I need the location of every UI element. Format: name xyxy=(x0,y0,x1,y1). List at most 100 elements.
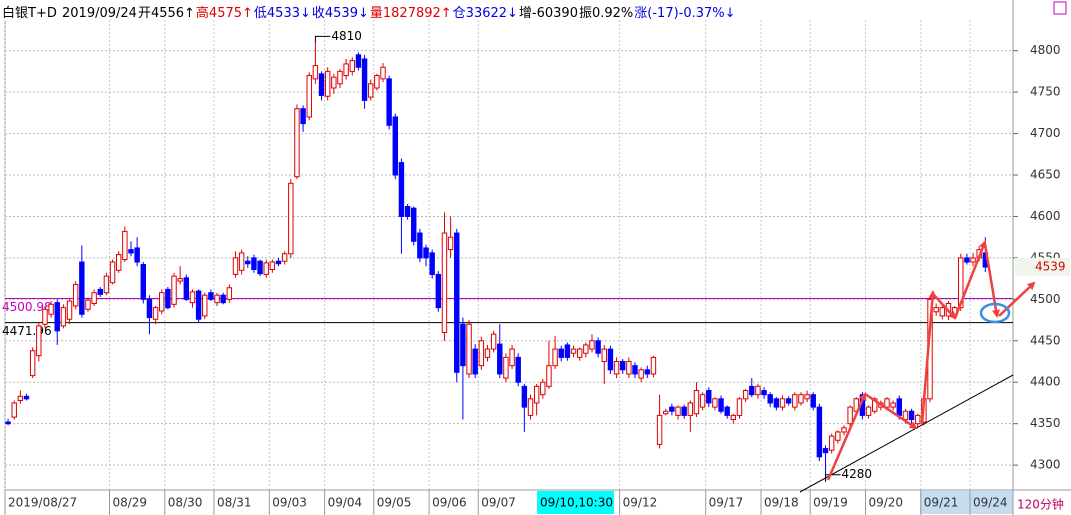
candle-body xyxy=(214,294,220,304)
candle-body xyxy=(718,398,724,412)
period-label: 120分钟 xyxy=(1017,497,1064,512)
y-tick-label: 4800 xyxy=(1030,43,1061,57)
candle-body xyxy=(5,421,11,425)
candle-body xyxy=(687,402,694,416)
candle-body xyxy=(42,308,48,325)
candle-body xyxy=(890,402,896,408)
candle-body xyxy=(245,260,251,265)
quote-field: 白银T+D xyxy=(2,6,57,21)
candle-body xyxy=(558,348,564,358)
candle-body xyxy=(540,381,546,396)
x-tick-label: 09/05 xyxy=(377,496,412,510)
candle-body xyxy=(675,406,681,416)
quote-field: 振0.92% xyxy=(578,6,634,21)
candle-body xyxy=(601,348,607,363)
candle-body xyxy=(589,340,595,350)
y-tick-label: 4650 xyxy=(1030,168,1061,182)
candle-body xyxy=(699,394,706,408)
x-tick-label: 2019/08/27 xyxy=(8,496,77,510)
candle-body xyxy=(66,300,73,320)
candle-body xyxy=(275,260,282,265)
candle-body xyxy=(324,70,331,97)
candle-body xyxy=(36,325,42,357)
y-tick-label: 4500 xyxy=(1030,292,1061,306)
x-tick-label: 09/04 xyxy=(328,496,363,510)
candle-body xyxy=(331,76,337,89)
quote-field: 仓33622↓ xyxy=(452,6,518,21)
candle-body xyxy=(626,361,632,375)
candle-body xyxy=(269,261,276,271)
candle-body xyxy=(97,288,103,295)
candle-body xyxy=(663,410,669,415)
candle-body xyxy=(386,78,392,126)
candle-body xyxy=(576,348,583,358)
candle-body xyxy=(238,252,245,271)
candle-body xyxy=(281,253,288,262)
quote-field: 低4533↓ xyxy=(253,6,311,21)
candle-body xyxy=(146,298,153,319)
candle-body xyxy=(355,54,362,68)
x-tick-label: 09/24 xyxy=(973,496,1008,510)
quote-field: 开4556↑ xyxy=(137,6,195,21)
price-line-label: 4471.96 xyxy=(2,324,52,338)
x-tick-label: 08/30 xyxy=(168,496,203,510)
trend-line xyxy=(799,374,1014,493)
candle-body xyxy=(521,385,528,408)
candle-body xyxy=(792,394,798,408)
candle-body xyxy=(152,307,159,320)
quote-field: 增-60390 xyxy=(518,6,578,21)
candle-body xyxy=(361,58,368,101)
x-tick-label: 09/07 xyxy=(481,496,516,510)
candle-body xyxy=(712,398,718,408)
candle-body xyxy=(785,398,792,404)
candle-body xyxy=(435,273,442,309)
candle-body xyxy=(220,294,226,304)
quote-field: 量1827892↑ xyxy=(369,6,452,21)
candle-body xyxy=(595,340,601,354)
selected-range xyxy=(920,491,1013,514)
candle-body xyxy=(564,344,571,358)
candle-body xyxy=(693,390,700,415)
candle-body xyxy=(128,249,134,254)
candle-body xyxy=(835,431,841,441)
candle-body xyxy=(208,292,214,300)
x-tick-label: 09/19 xyxy=(813,496,848,510)
x-tick-label: 09/17 xyxy=(709,496,744,510)
candle-body xyxy=(779,398,786,408)
drawn-arrow xyxy=(864,392,918,430)
candle-body xyxy=(380,66,386,80)
candle-body xyxy=(964,257,970,263)
settings-icon[interactable] xyxy=(1053,1,1067,15)
high-label: 4810 xyxy=(331,29,362,43)
candle-body xyxy=(970,257,976,263)
candle-body xyxy=(122,230,128,261)
candle-body xyxy=(263,262,269,275)
candle-body xyxy=(619,361,626,371)
candle-body xyxy=(607,348,614,371)
y-tick-label: 4350 xyxy=(1030,416,1061,430)
candle-body xyxy=(195,290,202,320)
high-leader xyxy=(314,35,331,43)
candle-body xyxy=(177,278,183,282)
x-tick-label: 08/31 xyxy=(217,496,252,510)
candle-body xyxy=(503,356,509,379)
x-tick-label: 09/06 xyxy=(432,496,467,510)
candle-body xyxy=(374,75,380,89)
candle-body xyxy=(822,448,829,454)
candle-body xyxy=(828,435,835,451)
candle-body xyxy=(915,414,921,425)
candle-body xyxy=(472,348,478,375)
candle-body xyxy=(226,287,233,300)
candle-body xyxy=(343,63,349,77)
candle-body xyxy=(454,232,460,373)
candle-body xyxy=(306,75,312,118)
candle-body xyxy=(171,275,177,305)
candle-body xyxy=(134,247,140,263)
candle-body xyxy=(232,257,239,275)
candle-body xyxy=(761,390,767,396)
x-tick-label: 08/29 xyxy=(112,496,147,510)
x-tick-label: 09/03 xyxy=(272,496,307,510)
candle-body xyxy=(441,232,448,334)
candle-body xyxy=(85,299,91,310)
